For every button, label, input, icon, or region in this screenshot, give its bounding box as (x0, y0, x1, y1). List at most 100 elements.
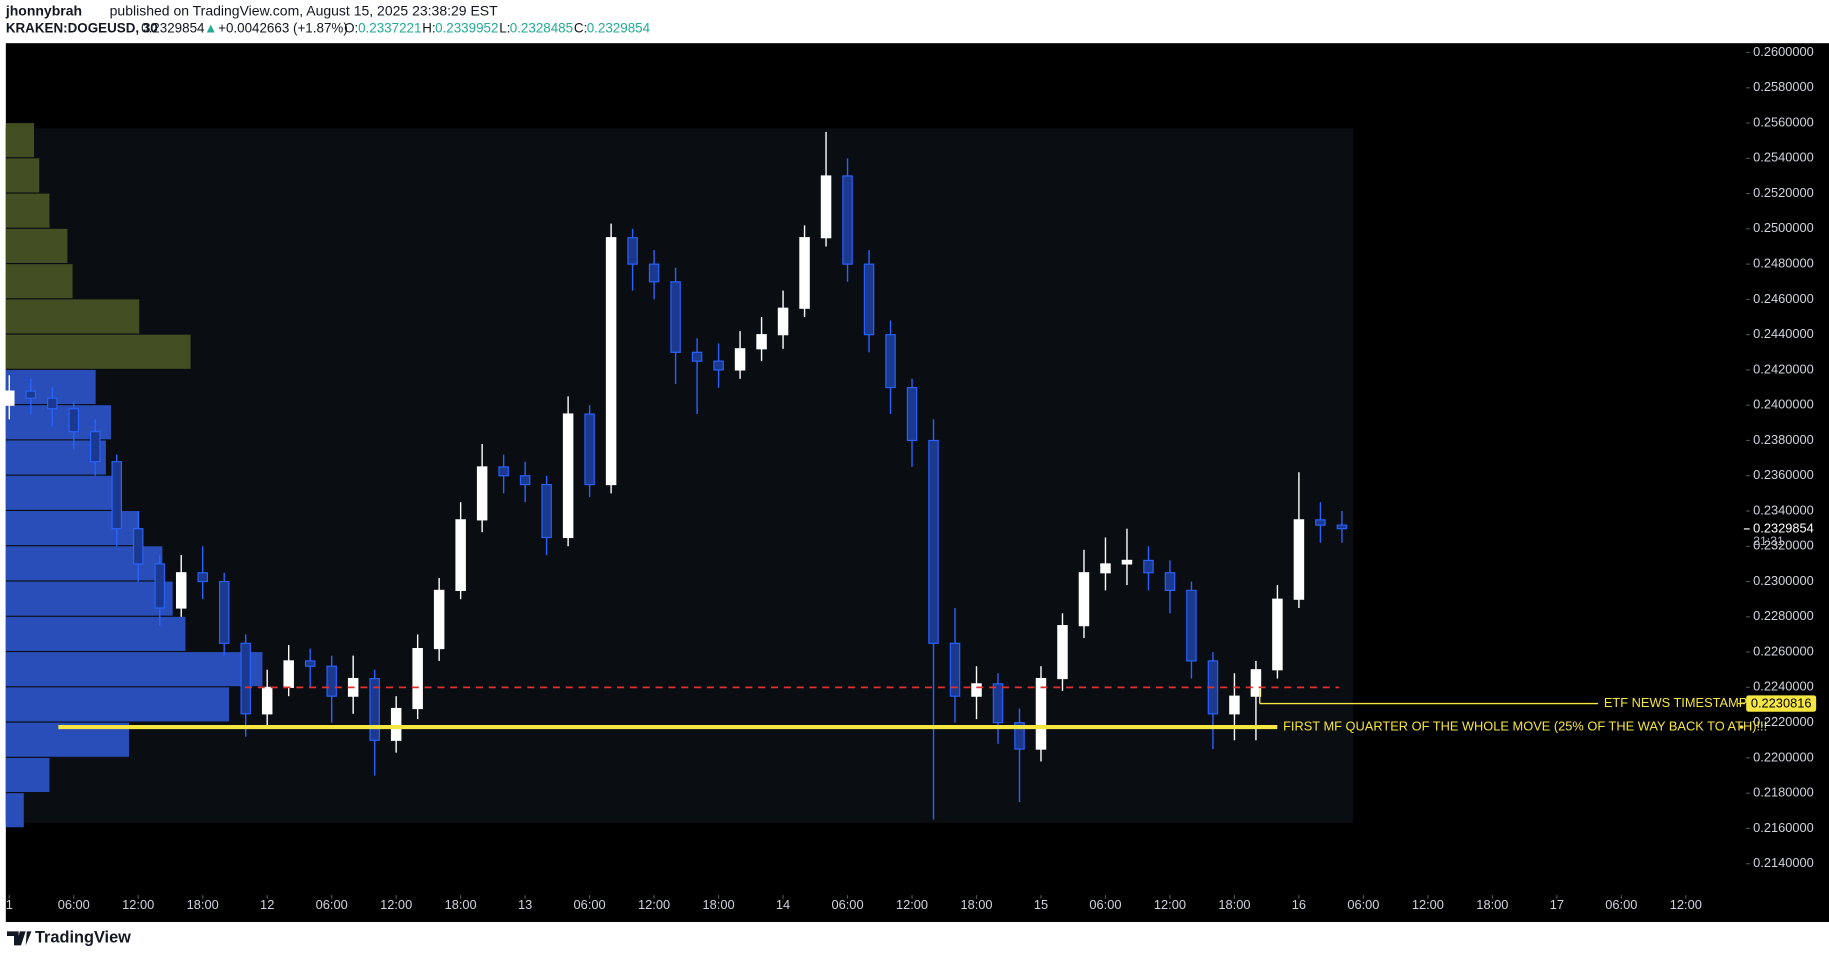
profile-bar (5, 264, 73, 299)
candle-body (1164, 572, 1176, 591)
candle-body (992, 683, 1004, 724)
candle-body (734, 348, 746, 371)
y-tick-label: 0.2560000 (1753, 114, 1814, 129)
x-tick-label: 06:00 (1605, 897, 1637, 912)
profile-bar (5, 228, 68, 263)
x-tick-label: 18:00 (1476, 897, 1508, 912)
candle-body (1229, 695, 1240, 715)
x-tick-label: 15 (1034, 897, 1048, 912)
candle-body (283, 660, 294, 688)
y-tick-label: 0.2460000 (1753, 291, 1814, 306)
candle-body (175, 572, 187, 609)
candle-body (304, 660, 316, 667)
candle-body (1100, 563, 1111, 574)
brand-logo (6, 931, 32, 946)
symbol-info: KRAKEN:DOGEUSD, 30 0.2329854 ▲ +0.004266… (6, 21, 651, 36)
candle-body (47, 397, 58, 410)
y-tick-label: 0.2580000 (1753, 79, 1814, 94)
annotation-text: ETF NEWS TIMESTAMP (1604, 695, 1747, 710)
x-tick-label: 06:00 (58, 897, 90, 912)
candle-body (1014, 722, 1025, 750)
profile-bar (5, 334, 191, 369)
o: 0.2337221 (358, 21, 421, 36)
candle-body (605, 237, 617, 486)
candle-body (906, 386, 918, 442)
candle-body (132, 528, 144, 565)
candle-body (111, 461, 122, 530)
y-tick-label: 0.2440000 (1753, 326, 1814, 341)
candle-body (390, 707, 402, 741)
profile-bar (5, 475, 117, 510)
y-tick-label: 0.2280000 (1753, 608, 1814, 623)
candle-body (1143, 559, 1154, 574)
profile-bar (5, 158, 40, 193)
x-tick-label: 1 (6, 897, 13, 912)
candle-body (584, 413, 595, 486)
footer-band (0, 921, 1829, 957)
candle-body (562, 413, 574, 539)
candle-body (412, 647, 423, 710)
y-tick-label: 0.2420000 (1753, 361, 1814, 376)
candle-body (691, 351, 703, 362)
y-tick-label: 0.2600000 (1753, 44, 1814, 59)
x-tick-label: 06:00 (574, 897, 606, 912)
candle-body (89, 431, 101, 463)
symbol: KRAKEN:DOGEUSD, 30 (6, 21, 158, 36)
profile-bar (5, 616, 186, 651)
x-tick-label: 12:00 (1670, 897, 1702, 912)
candle-body (1293, 519, 1305, 600)
candle-body (820, 175, 832, 239)
candle-body (541, 483, 552, 539)
candle-body (476, 466, 488, 521)
candle-body (68, 408, 80, 433)
y-tick-label: 0.2360000 (1753, 467, 1814, 482)
candle-body (240, 642, 251, 715)
x-tick-label: 18:00 (1218, 897, 1250, 912)
x-tick-label: 12:00 (122, 897, 154, 912)
c: 0.2329854 (587, 21, 651, 36)
x-tick-label: 12:00 (1412, 897, 1444, 912)
y-tick-label: 0.2380000 (1753, 432, 1814, 447)
annotation-text: FIRST MF QUARTER OF THE WHOLE MOVE (25% … (1283, 718, 1767, 733)
candle-body (777, 307, 789, 336)
y-tick-label: 0.2320000 (1753, 538, 1814, 553)
candle-body (261, 686, 273, 715)
candle-body (197, 572, 208, 583)
profile-bar (5, 193, 50, 228)
candle-body (971, 683, 982, 697)
candle-body (326, 665, 337, 697)
o-label: O: (344, 21, 358, 36)
profile-bar (5, 581, 173, 616)
candle-body (154, 563, 165, 609)
y-tick-label: 0.2540000 (1753, 150, 1814, 165)
y-tick-label: 0.2160000 (1753, 820, 1814, 835)
profile-bar (5, 652, 263, 687)
annotation-dot (1739, 725, 1744, 729)
candle-body (519, 475, 531, 486)
x-tick-label: 16 (1292, 897, 1306, 912)
candle-body (1121, 559, 1133, 565)
x-tick-label: 12 (260, 897, 274, 912)
y-tick-label: 0.2500000 (1753, 220, 1814, 235)
x-tick-label: 18:00 (960, 897, 992, 912)
candle-body (713, 360, 724, 371)
countdown: 21:31 (1753, 534, 1784, 548)
candle-body (670, 281, 681, 353)
x-tick-label: 12:00 (896, 897, 928, 912)
y-tick-label: 0.2200000 (1753, 749, 1814, 764)
candle-body (369, 677, 380, 741)
profile-bar (5, 440, 106, 475)
x-tick-label: 14 (776, 897, 790, 912)
change: +0.0042663 (+1.87%) (218, 21, 348, 36)
profile-bar (5, 123, 35, 158)
candle-body (799, 237, 810, 309)
x-tick-label: 06:00 (316, 897, 348, 912)
h-label: H: (422, 21, 435, 36)
x-tick-label: 06:00 (1089, 897, 1121, 912)
x-tick-label: 12:00 (1154, 897, 1186, 912)
candle-body (1186, 589, 1197, 662)
x-tick-label: 12:00 (638, 897, 670, 912)
published: published on TradingView.com, August 15,… (110, 2, 498, 18)
candle-body (25, 390, 37, 399)
